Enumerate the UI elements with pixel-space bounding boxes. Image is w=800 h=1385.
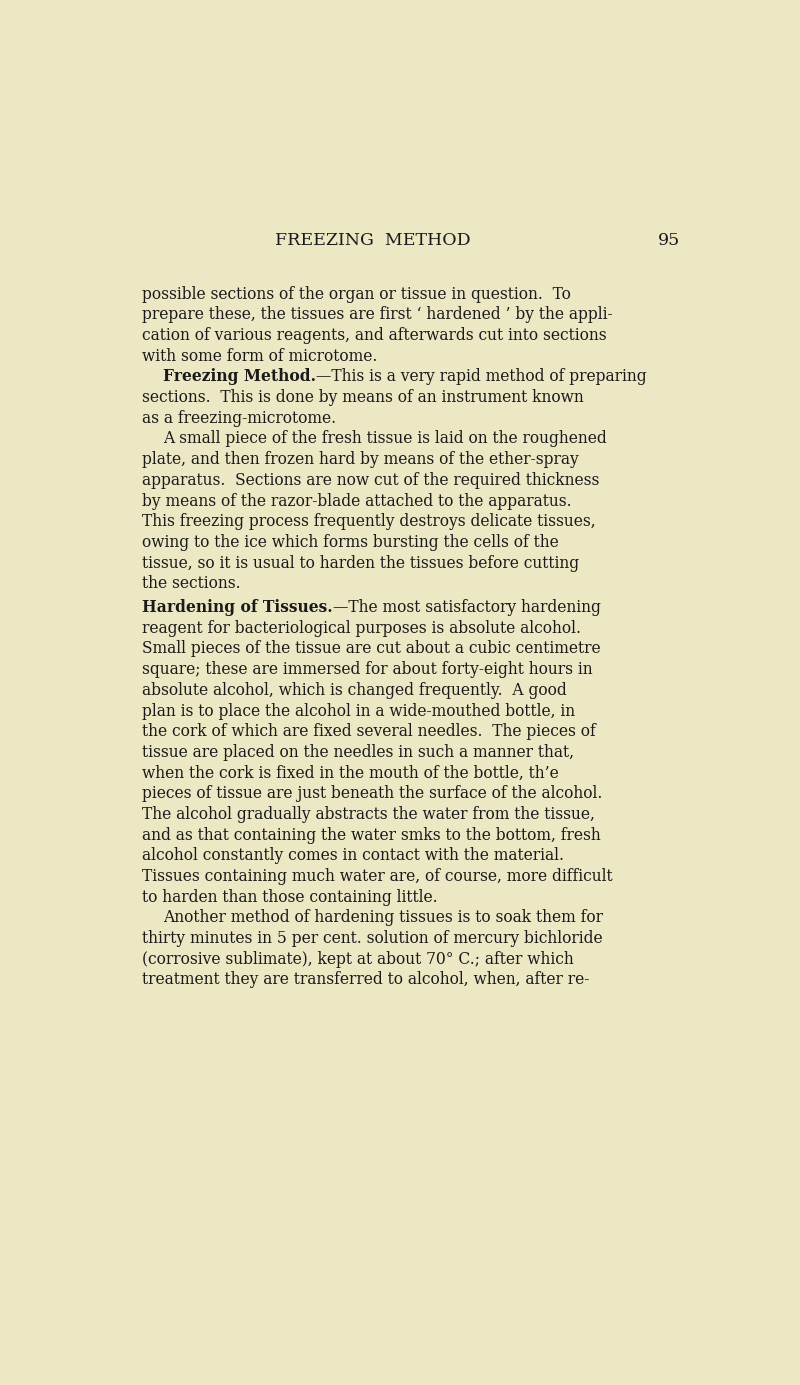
Text: Freezing Method.: Freezing Method. <box>162 368 316 385</box>
Text: This freezing process frequently destroys delicate tissues,: This freezing process frequently destroy… <box>142 514 596 530</box>
Text: the sections.: the sections. <box>142 575 241 593</box>
Text: absolute alcohol, which is changed frequently.  A good: absolute alcohol, which is changed frequ… <box>142 681 567 699</box>
Text: —The most satisfactory hardening: —The most satisfactory hardening <box>333 600 601 616</box>
Text: square; these are immersed for about forty-eight hours in: square; these are immersed for about for… <box>142 661 593 679</box>
Text: by means of the razor-blade attached to the apparatus.: by means of the razor-blade attached to … <box>142 493 572 510</box>
Text: apparatus.  Sections are now cut of the required thickness: apparatus. Sections are now cut of the r… <box>142 472 599 489</box>
Text: sections.  This is done by means of an instrument known: sections. This is done by means of an in… <box>142 389 584 406</box>
Text: to harden than those containing little.: to harden than those containing little. <box>142 889 438 906</box>
Text: possible sections of the organ or tissue in question.  To: possible sections of the organ or tissue… <box>142 285 571 303</box>
Text: Tissues containing much water are, of course, more difficult: Tissues containing much water are, of co… <box>142 868 613 885</box>
Text: owing to the ice which forms bursting the cells of the: owing to the ice which forms bursting th… <box>142 533 559 551</box>
Text: reagent for bacteriological purposes is absolute alcohol.: reagent for bacteriological purposes is … <box>142 619 581 637</box>
Text: tissue are placed on the needles in such a manner that,: tissue are placed on the needles in such… <box>142 744 574 760</box>
Text: as a freezing-microtome.: as a freezing-microtome. <box>142 410 336 427</box>
Text: thirty minutes in 5 per cent. solution of mercury bichloride: thirty minutes in 5 per cent. solution o… <box>142 931 602 947</box>
Text: Hardening of Tissues.: Hardening of Tissues. <box>142 600 333 616</box>
Text: and as that containing the water smks to the bottom, fresh: and as that containing the water smks to… <box>142 827 601 843</box>
Text: prepare these, the tissues are first ‘ hardened ’ by the appli-: prepare these, the tissues are first ‘ h… <box>142 306 613 323</box>
Text: Small pieces of the tissue are cut about a cubic centimetre: Small pieces of the tissue are cut about… <box>142 640 601 658</box>
Text: pieces of tissue are just beneath the surface of the alcohol.: pieces of tissue are just beneath the su… <box>142 785 602 802</box>
Text: —This is a very rapid method of preparing: —This is a very rapid method of preparin… <box>316 368 646 385</box>
Text: cation of various reagents, and afterwards cut into sections: cation of various reagents, and afterwar… <box>142 327 606 343</box>
Text: alcohol constantly comes in contact with the material.: alcohol constantly comes in contact with… <box>142 848 564 864</box>
Text: tissue, so it is usual to harden the tissues before cutting: tissue, so it is usual to harden the tis… <box>142 554 579 572</box>
Text: 95: 95 <box>658 233 680 249</box>
Text: Another method of hardening tissues is to soak them for: Another method of hardening tissues is t… <box>162 910 602 927</box>
Text: FREEZING  METHOD: FREEZING METHOD <box>275 233 470 249</box>
Text: plan is to place the alcohol in a wide-mouthed bottle, in: plan is to place the alcohol in a wide-m… <box>142 702 575 720</box>
Text: the cork of which are fixed several needles.  The pieces of: the cork of which are fixed several need… <box>142 723 596 740</box>
Text: The alcohol gradually abstracts the water from the tissue,: The alcohol gradually abstracts the wate… <box>142 806 595 823</box>
Text: with some form of microtome.: with some form of microtome. <box>142 348 378 364</box>
Text: when the cork is fixed in the mouth of the bottle, th’e: when the cork is fixed in the mouth of t… <box>142 765 559 781</box>
Text: A small piece of the fresh tissue is laid on the roughened: A small piece of the fresh tissue is lai… <box>162 431 606 447</box>
Text: (corrosive sublimate), kept at about 70° C.; after which: (corrosive sublimate), kept at about 70°… <box>142 950 574 968</box>
Text: plate, and then frozen hard by means of the ether-spray: plate, and then frozen hard by means of … <box>142 452 579 468</box>
Text: treatment they are transferred to alcohol, when, after re-: treatment they are transferred to alcoho… <box>142 971 590 989</box>
